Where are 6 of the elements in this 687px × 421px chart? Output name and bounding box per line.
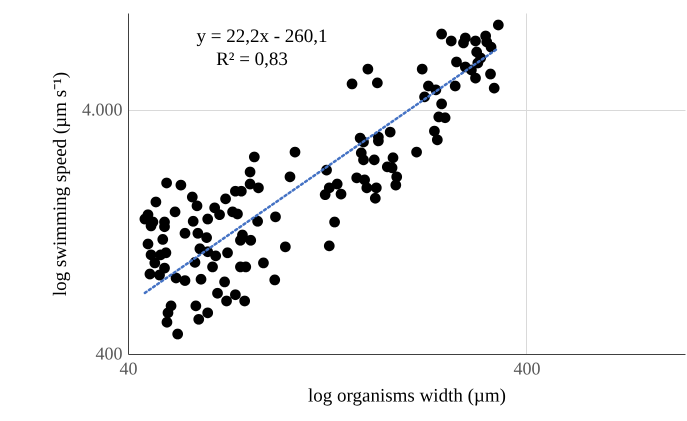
annotation: y = 22,2x - 260,1 (196, 26, 328, 47)
annotation: R² = 0,83 (216, 49, 288, 70)
x-axis-title: log organisms width (µm) (308, 386, 506, 406)
x-tick-label: 40 (120, 358, 138, 378)
y-axis-title: log swimming speed (µm s⁻¹) (50, 72, 71, 296)
y-tick-label: 4.000 (82, 100, 122, 120)
